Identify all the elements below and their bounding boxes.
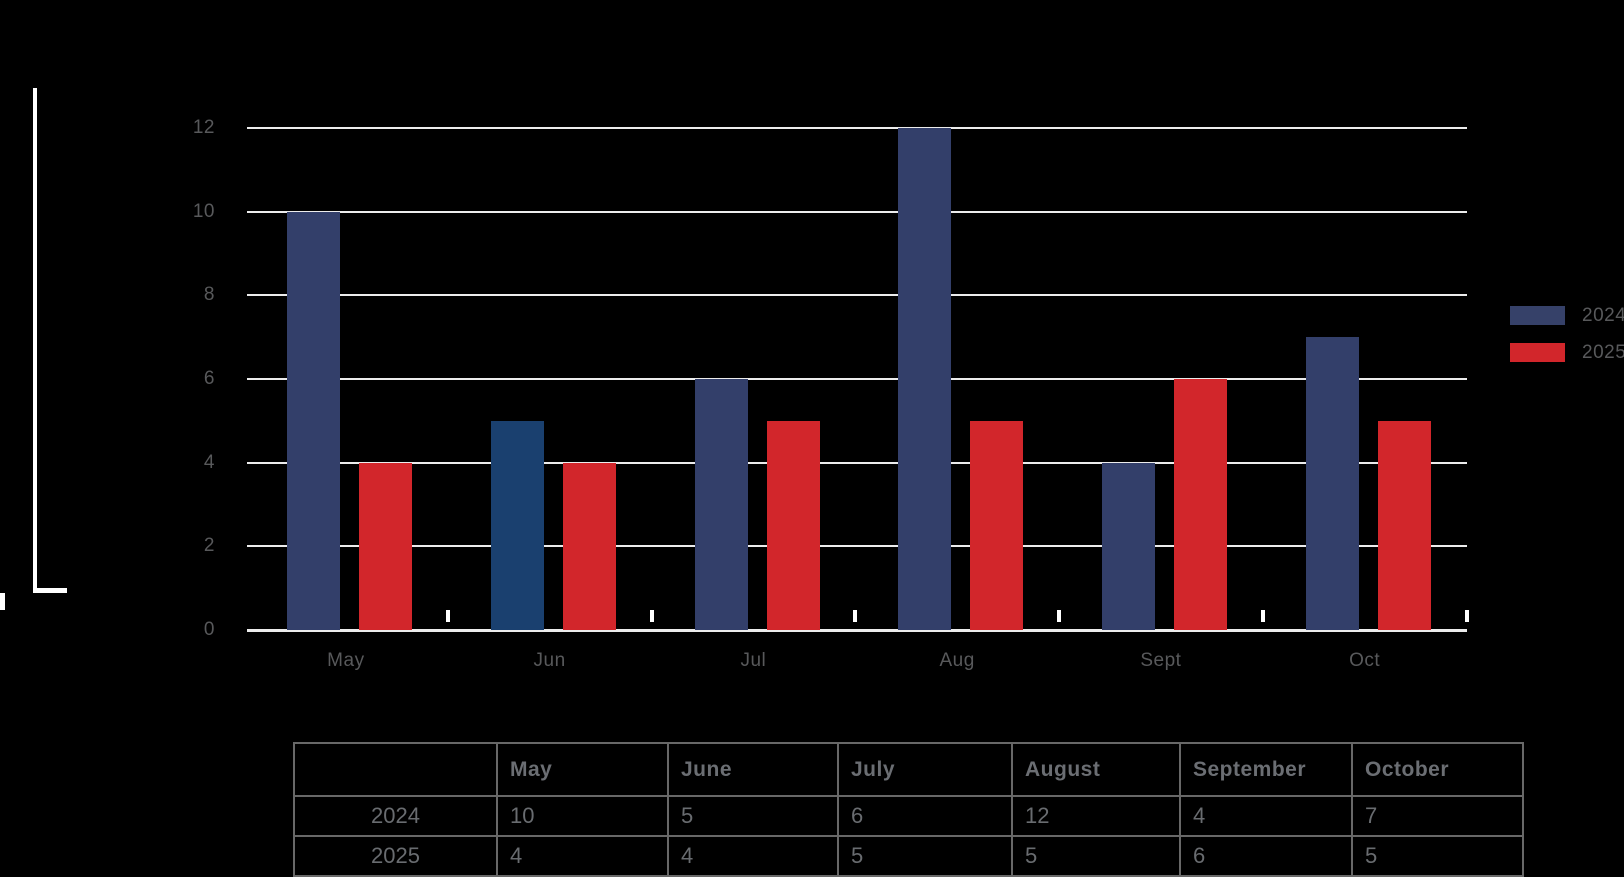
data-table: May June July August September October 2024 10…: [293, 742, 1524, 877]
x-axis-tick-2: [649, 610, 654, 622]
data-table-body: 2024 10 5 6 12 4 7 2025 4 4 5 5 6 5: [293, 795, 1524, 877]
bar-2024-oct: [1305, 337, 1359, 630]
gridline-y0: [247, 629, 1467, 632]
x-axis-label-oct: Oct: [1349, 650, 1381, 671]
legend-entry-2025: 2025: [1510, 341, 1624, 363]
x-axis-tick-6: [1464, 610, 1469, 622]
y-axis-label-4: 4: [203, 451, 215, 473]
bar-2024-may: [287, 211, 340, 630]
y-axis-label-8: 8: [203, 284, 215, 306]
legend-entry-2024: 2024: [1510, 304, 1624, 326]
table-row-label-2024: 2024: [293, 795, 498, 837]
gridline-y12: [247, 127, 1467, 130]
y-axis-label-12: 12: [192, 117, 215, 139]
bar-2024-aug: [898, 128, 952, 630]
x-axis-tick-1: [445, 610, 450, 622]
table-header-july: July: [837, 742, 1013, 797]
table-cell-2025-september: 6: [1179, 835, 1353, 877]
bar-2025-jun: [562, 462, 616, 630]
x-axis-label-jun: Jun: [533, 650, 566, 671]
table-cell-2025-august: 5: [1011, 835, 1181, 877]
table-cell-2024-june: 5: [667, 795, 839, 837]
table-cell-2024-august: 12: [1011, 795, 1181, 837]
table-header-october: October: [1351, 742, 1524, 797]
table-cell-2024-july: 6: [837, 795, 1013, 837]
bar-2025-aug: [970, 420, 1024, 630]
bar-2024-jul: [694, 379, 748, 630]
table-cell-2024-may: 10: [496, 795, 669, 837]
gridline-y4: [247, 461, 1467, 464]
bar-2024-sept: [1102, 462, 1155, 630]
y-axis-label-10: 10: [192, 200, 215, 222]
y-axis-label-2: 2: [203, 535, 215, 557]
table-header-may: May: [496, 742, 669, 797]
table-cell-2025-october: 5: [1351, 835, 1524, 877]
gridline-y10: [247, 210, 1467, 213]
x-axis-label-may: May: [327, 650, 365, 671]
table-cell-2024-september: 4: [1179, 795, 1353, 837]
chart-legend: 2024 2025: [1510, 304, 1624, 380]
x-axis-tick-3: [853, 610, 858, 622]
table-header-empty: [293, 742, 498, 797]
x-axis-label-aug: Aug: [939, 650, 975, 671]
x-axis-tick-4: [1057, 610, 1061, 622]
table-header-june: June: [667, 742, 839, 797]
legend-label-2025: 2025: [1582, 341, 1624, 363]
bar-2025-oct: [1377, 420, 1431, 630]
legend-swatch-2024: [1510, 306, 1565, 325]
legend-label-2024: 2024: [1582, 304, 1624, 326]
table-header-september: September: [1179, 742, 1353, 797]
x-axis-label-sept: Sept: [1140, 650, 1182, 671]
table-cell-2025-may: 4: [496, 835, 669, 877]
x-axis-tick-5: [1260, 610, 1265, 622]
gridline-y8: [247, 294, 1467, 297]
table-header-august: August: [1011, 742, 1181, 797]
gridline-y6: [247, 378, 1467, 381]
table-row-2025: 2025 4 4 5 5 6 5: [293, 835, 1524, 877]
table-cell-2025-june: 4: [667, 835, 839, 877]
gridline-y2: [247, 545, 1467, 548]
y-axis-label-0: 0: [203, 619, 215, 640]
bar-2025-sept: [1174, 379, 1227, 630]
table-row-label-2025: 2025: [293, 835, 498, 877]
table-row-2024: 2024 10 5 6 12 4 7: [293, 795, 1524, 837]
table-cell-2024-october: 7: [1351, 795, 1524, 837]
table-cell-2025-july: 5: [837, 835, 1013, 877]
bar-2025-may: [359, 462, 412, 630]
legend-swatch-2025: [1510, 343, 1565, 362]
bar-2025-jul: [766, 420, 820, 630]
y-axis-label-6: 6: [203, 368, 215, 390]
bar-2024-jun: [490, 420, 544, 630]
left-edge-mark: [0, 593, 5, 610]
left-axis-doodle-foot: [33, 588, 67, 593]
x-axis-label-jul: Jul: [740, 650, 767, 671]
data-table-header: May June July August September October: [293, 742, 1524, 797]
left-axis-doodle-vertical: [33, 88, 37, 593]
